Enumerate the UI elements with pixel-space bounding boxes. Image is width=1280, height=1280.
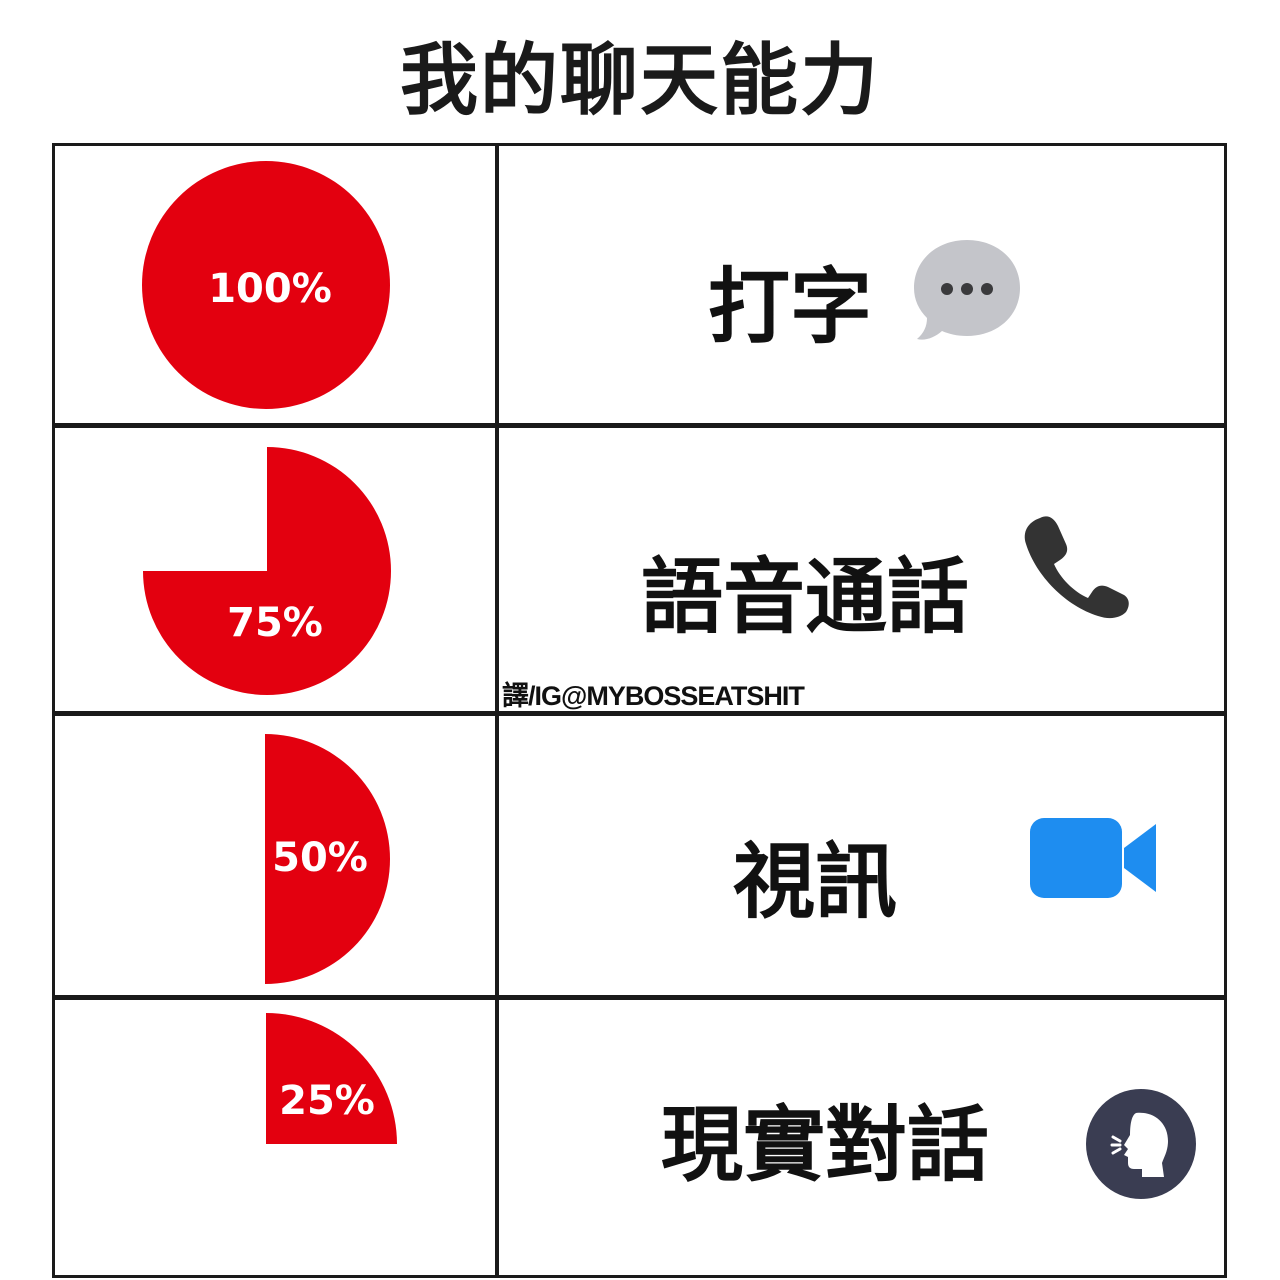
translator-credit: 譯/IG@MYBOSSEATSHIT	[502, 681, 805, 711]
activity-label-typing: 打字	[707, 260, 872, 355]
activity-label-voice-call: 語音通話	[640, 550, 969, 645]
phone-icon	[1024, 516, 1129, 619]
percent-label: 100%	[208, 266, 332, 312]
row-divider	[52, 423, 1227, 428]
percent-label: 25%	[279, 1078, 375, 1124]
pie-25-percent	[266, 1013, 397, 1144]
comparison-table	[52, 143, 1227, 1278]
column-divider	[495, 143, 499, 1278]
video-camera-icon	[1030, 818, 1156, 898]
row-divider	[52, 995, 1227, 1000]
activity-label-video: 視訊	[732, 835, 897, 930]
page-title: 我的聊天能力	[399, 36, 880, 126]
percent-label: 75%	[227, 600, 323, 646]
pie-100-percent	[142, 161, 390, 409]
row-divider	[52, 711, 1227, 716]
chat-bubble-icon	[914, 240, 1020, 340]
pie-50-percent	[265, 734, 390, 984]
pie-75-percent	[143, 447, 391, 695]
percent-label: 50%	[272, 835, 368, 881]
speaking-head-icon	[1086, 1089, 1196, 1199]
activity-label-in-person: 現實對話	[660, 1098, 989, 1193]
